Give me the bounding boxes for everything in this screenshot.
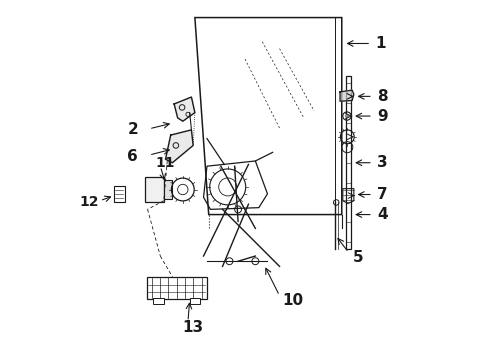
- Text: 13: 13: [182, 320, 203, 336]
- Polygon shape: [174, 97, 195, 121]
- Text: 5: 5: [353, 249, 364, 265]
- FancyBboxPatch shape: [164, 180, 172, 199]
- Polygon shape: [166, 130, 193, 163]
- FancyBboxPatch shape: [145, 176, 164, 202]
- Text: 1: 1: [376, 36, 386, 51]
- Circle shape: [345, 114, 349, 118]
- Text: 10: 10: [282, 293, 303, 308]
- Text: 3: 3: [377, 155, 388, 170]
- Text: 11: 11: [155, 156, 174, 170]
- Polygon shape: [340, 90, 354, 101]
- Text: 9: 9: [377, 109, 388, 123]
- FancyBboxPatch shape: [147, 277, 207, 299]
- Text: 8: 8: [377, 89, 388, 104]
- Text: 7: 7: [377, 187, 388, 202]
- FancyBboxPatch shape: [114, 186, 125, 202]
- Text: 4: 4: [377, 207, 388, 222]
- Text: 6: 6: [127, 149, 138, 164]
- FancyBboxPatch shape: [153, 298, 164, 305]
- Text: 12: 12: [80, 195, 99, 210]
- Text: 2: 2: [127, 122, 138, 138]
- FancyBboxPatch shape: [190, 298, 200, 305]
